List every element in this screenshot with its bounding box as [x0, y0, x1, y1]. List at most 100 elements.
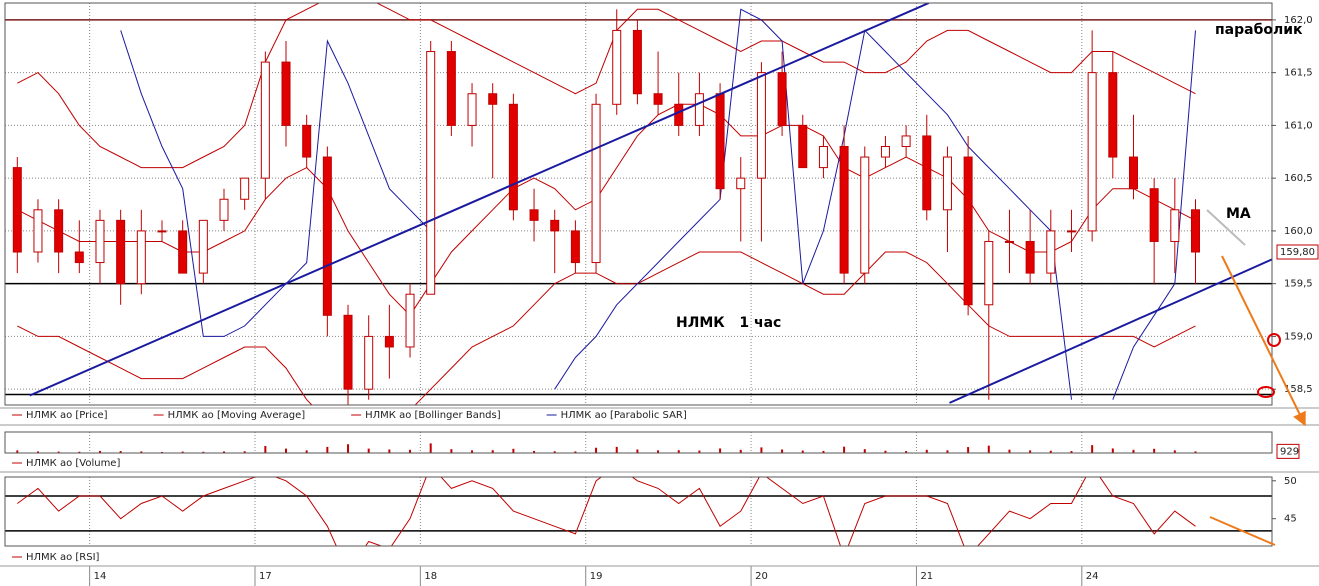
candle-body [178, 230, 188, 274]
volume-bar [843, 446, 846, 453]
annotation: МА [1226, 206, 1251, 222]
y-tick-label: 161,5 [1284, 68, 1313, 79]
volume-bar [987, 445, 990, 453]
volume-bar [925, 449, 928, 453]
candle-body [240, 177, 250, 200]
volume-bar [367, 448, 370, 453]
volume-bar [1049, 450, 1052, 453]
ma-pointer [1206, 209, 1246, 246]
indicator-line [17, 103, 1196, 317]
volume-bar [160, 451, 163, 453]
volume-bar [471, 450, 474, 453]
y-tick-label: 45 [1284, 514, 1297, 525]
forecast-arrow [1209, 516, 1276, 546]
candle-body [736, 177, 746, 190]
x-tick-label: 24 [1086, 571, 1099, 582]
volume-bar [57, 451, 60, 453]
volume-bar [78, 451, 81, 453]
candle-body [136, 230, 146, 285]
candle-body [508, 103, 518, 211]
volume-bar [1091, 445, 1094, 453]
candle-body [653, 93, 663, 105]
candle-body [322, 156, 332, 316]
volume-bar [347, 444, 350, 453]
candle-body [281, 61, 291, 126]
volume-bar [1132, 449, 1135, 453]
volume-bar [491, 450, 494, 453]
volume-bar [1153, 448, 1156, 453]
volume-bar [719, 448, 722, 453]
y-tick-label: 158,5 [1284, 384, 1313, 395]
volume-bar [801, 450, 804, 453]
candle-body [54, 209, 64, 253]
volume-marker-label: 929 [1280, 446, 1299, 457]
volume-bar [595, 447, 598, 453]
volume-bar [1194, 451, 1197, 453]
candle-body [364, 335, 374, 390]
candle-body [1066, 230, 1076, 233]
price-marker-label: 159,80 [1280, 247, 1315, 258]
highlight-circle [1267, 333, 1281, 347]
candle-body [95, 219, 105, 264]
volume-bar [388, 449, 391, 453]
volume-marker [1276, 443, 1300, 459]
rsi-panel [5, 477, 1272, 546]
volume-bar [574, 451, 577, 453]
x-tick-label: 18 [424, 571, 437, 582]
rsi-line [17, 477, 1196, 546]
candle-body [860, 156, 870, 274]
candle-body [694, 93, 704, 126]
candle-body [715, 93, 725, 190]
volume-bar [781, 449, 784, 453]
annotation: параболик [1215, 22, 1303, 38]
rsi-frame [4, 476, 1273, 547]
volume-panel [16, 432, 1197, 453]
volume-bar [450, 449, 453, 453]
candle-body [1190, 209, 1200, 253]
price-frame [4, 2, 1273, 406]
candle-body [777, 72, 787, 126]
y-tick-label: 160,0 [1284, 226, 1313, 237]
candle-body [942, 156, 952, 211]
volume-bar [884, 450, 887, 453]
volume-bar [553, 451, 556, 453]
volume-bar [264, 446, 267, 453]
candle-body [1170, 209, 1180, 242]
candle-body [446, 51, 456, 126]
candle-body [756, 72, 766, 179]
volume-bar [16, 450, 19, 453]
y-tick-label: 159,0 [1284, 331, 1313, 342]
legend-label: НЛМК ао [Moving Average] [168, 410, 306, 421]
volume-bar [677, 450, 680, 453]
candle-body [74, 251, 84, 264]
candle-body [922, 135, 932, 211]
candle-body [219, 198, 229, 221]
x-tick-label: 19 [590, 571, 603, 582]
candle-body [488, 93, 498, 105]
candle-body [1004, 240, 1014, 243]
volume-bar [202, 451, 205, 453]
volume-bar [223, 451, 225, 453]
candle-body [302, 124, 312, 158]
y-tick-label: 159,5 [1284, 279, 1313, 290]
volume-bar [615, 446, 618, 453]
candle-body [116, 219, 126, 285]
volume-bar [946, 450, 949, 453]
volume-bar [305, 450, 308, 453]
candle-body [963, 156, 973, 306]
highlight-circle [1257, 386, 1275, 398]
candle-body [591, 103, 601, 264]
volume-bar [657, 450, 660, 453]
y-tick-label: 50 [1284, 476, 1297, 487]
volume-bar [140, 451, 143, 453]
volume-bar [98, 450, 101, 453]
candle-body [550, 219, 560, 232]
candle-body [343, 314, 353, 390]
volume-bar [36, 451, 39, 453]
candle-body [1128, 156, 1138, 190]
candle-body [632, 29, 642, 95]
candle-body [1087, 72, 1097, 232]
volume-bar [181, 451, 184, 453]
